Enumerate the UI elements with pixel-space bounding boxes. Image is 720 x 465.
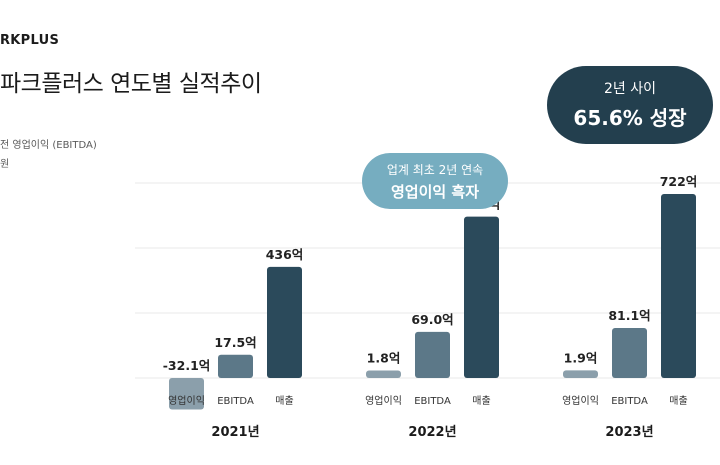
category-label: 영업이익 (562, 394, 599, 407)
data-label: -32.1억 (163, 358, 211, 373)
data-label: 69.0억 (411, 312, 453, 327)
category-label: 매출 (275, 395, 293, 407)
bar-2023년-영업이익 (563, 370, 598, 378)
bar-2022년-영업이익 (366, 370, 401, 378)
profit-badge-line-1: 업계 최초 2년 연속 (386, 163, 484, 177)
category-label: EBITDA (414, 396, 451, 407)
category-label: 매출 (472, 395, 490, 407)
data-label: 436억 (266, 247, 304, 262)
growth-badge-line-1: 2년 사이 (604, 81, 656, 97)
bar-2021년-매출 (267, 266, 302, 378)
profit-badge: 업계 최초 2년 연속 영업이익 흑자 (362, 153, 508, 209)
year-label: 2023년 (605, 425, 653, 440)
year-label: 2021년 (211, 425, 259, 440)
data-label: 1.9억 (564, 350, 598, 365)
year-label: 2022년 (408, 425, 456, 440)
data-label: 1.8억 (367, 351, 401, 366)
company-logo: RKPLUS (0, 33, 60, 48)
data-label: 722억 (660, 174, 698, 189)
bar-2023년-매출 (661, 194, 696, 378)
bar-2023년-EBITDA (612, 328, 647, 378)
legend-note: 전 영업이익 (EBITDA) 원 (0, 136, 97, 174)
growth-badge-line-2: 65.6% 성장 (573, 106, 687, 130)
page-title: 파크플러스 연도별 실적추이 (0, 71, 262, 97)
bar-2021년-EBITDA (218, 354, 253, 378)
category-label: EBITDA (611, 396, 648, 407)
category-label: 영업이익 (365, 394, 402, 407)
growth-badge: 2년 사이 65.6% 성장 (547, 66, 713, 144)
legend-note-line-2: 원 (0, 159, 10, 170)
data-label: 17.5억 (214, 335, 256, 350)
category-label: 매출 (669, 395, 687, 407)
bar-2022년-매출 (464, 216, 499, 378)
data-label: 81.1억 (608, 308, 650, 323)
bar-2022년-EBITDA (415, 331, 450, 378)
category-label: EBITDA (217, 396, 254, 407)
profit-badge-line-2: 영업이익 흑자 (390, 183, 480, 201)
category-label: 영업이익 (168, 394, 205, 407)
legend-note-line-1: 전 영업이익 (EBITDA) (0, 140, 97, 151)
bar-2021년-영업이익 (169, 378, 204, 410)
